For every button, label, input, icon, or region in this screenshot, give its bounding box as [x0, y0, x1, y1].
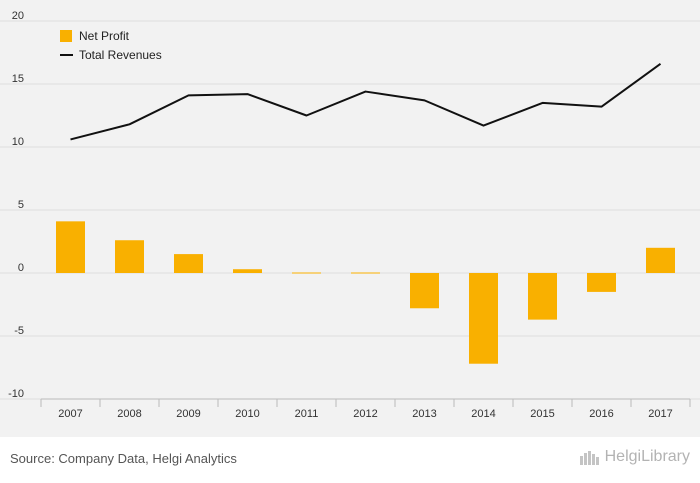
y-tick-label: -5: [14, 325, 24, 337]
x-tick-label: 2015: [530, 408, 554, 420]
net-profit-bar: [469, 273, 498, 364]
y-tick-label: 15: [12, 73, 24, 85]
legend-label-net-profit: Net Profit: [79, 29, 130, 43]
y-tick-label: 0: [18, 262, 24, 274]
y-tick-label: 5: [18, 199, 24, 211]
brand-name: HelgiLibrary: [604, 448, 690, 465]
plot-background: [0, 0, 700, 437]
gridlines: [0, 20, 700, 400]
x-tick-label: 2011: [295, 408, 319, 420]
x-tick-label: 2007: [58, 408, 82, 420]
net-profit-bar: [233, 269, 262, 273]
x-tick-label: 2012: [353, 408, 377, 420]
footer: Source: Company Data, Helgi Analytics He…: [0, 437, 700, 483]
x-tick-label: 2008: [117, 408, 141, 420]
library-logo-icon: [579, 451, 599, 465]
total-revenues-line: [70, 63, 662, 141]
total-revenues-polyline: [70, 63, 662, 141]
y-tick-label: 10: [12, 136, 24, 148]
net-profit-bar: [351, 272, 380, 274]
x-tick-label: 2017: [648, 408, 672, 420]
x-tick-label: 2013: [412, 408, 436, 420]
x-tick-label: 2010: [235, 408, 259, 420]
net-profit-bar: [528, 273, 557, 320]
x-tick-label: 2009: [176, 408, 200, 420]
legend: Net Profit Total Revenues: [60, 29, 162, 62]
net-profit-bar: [587, 273, 616, 292]
brand-logo[interactable]: HelgiLibrary: [579, 448, 690, 466]
legend-label-total-revenues: Total Revenues: [79, 48, 162, 62]
legend-swatch-net-profit: [60, 30, 72, 42]
net-profit-bar: [292, 272, 321, 274]
source-note: Source: Company Data, Helgi Analytics: [10, 451, 237, 466]
y-axis-ticks: 20 15 10 5 0 -5 -10: [8, 10, 24, 400]
x-tick-label: 2014: [471, 408, 495, 420]
net-profit-bars: [56, 221, 675, 364]
net-profit-bar: [174, 254, 203, 273]
y-tick-label: -10: [8, 388, 24, 400]
net-profit-bar: [646, 247, 675, 273]
y-tick-label: 20: [12, 10, 24, 22]
net-profit-bar: [410, 273, 439, 309]
x-axis: 2007 2008 2009 2010 2011 2012 2013 2014 2015 2016…: [40, 398, 691, 420]
net-profit-bar: [56, 221, 85, 273]
net-profit-bar: [115, 240, 144, 273]
x-tick-label: 2016: [589, 408, 613, 420]
